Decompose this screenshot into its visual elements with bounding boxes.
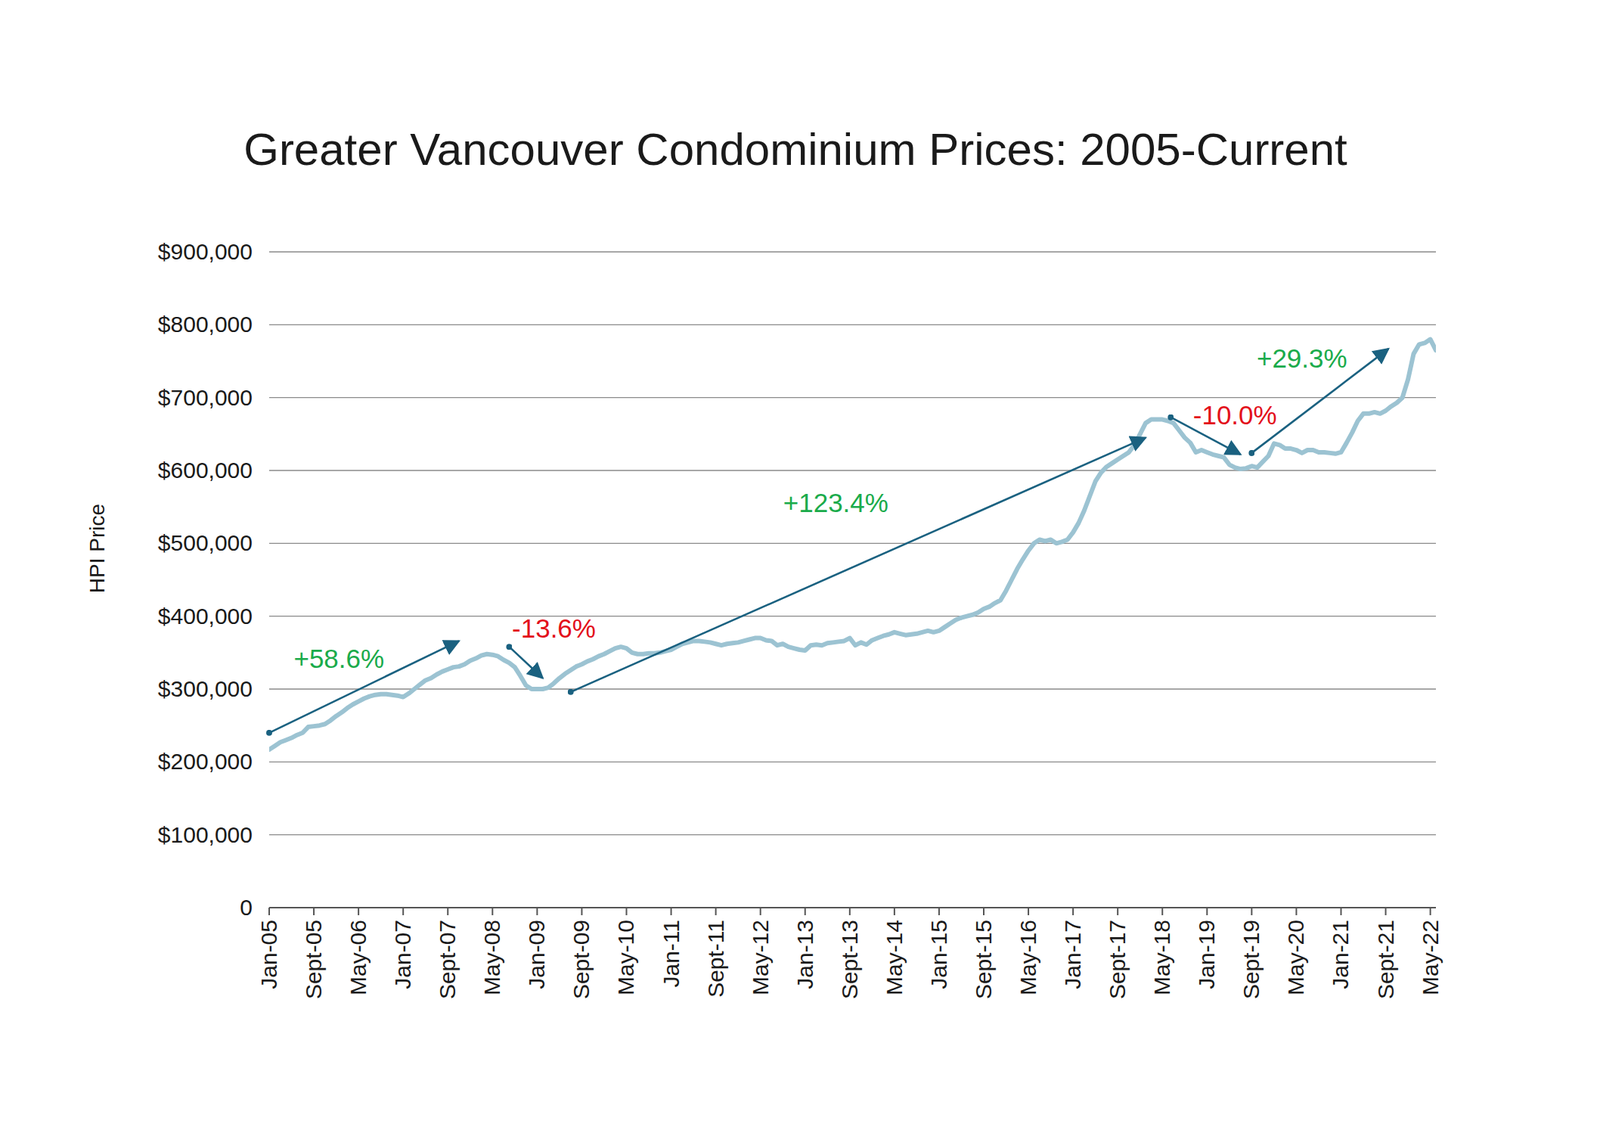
x-tick xyxy=(1206,907,1208,915)
y-tick-label: $900,000 xyxy=(158,238,253,264)
x-tick xyxy=(1295,907,1297,915)
x-tick xyxy=(1027,907,1030,915)
x-tick xyxy=(313,907,315,915)
grid-line xyxy=(269,615,1436,617)
plot-area xyxy=(269,339,1436,750)
x-tick xyxy=(715,907,717,915)
x-tick-label: Sept-13 xyxy=(837,919,863,999)
y-tick-label: $500,000 xyxy=(158,530,253,556)
grid-line xyxy=(269,688,1436,689)
x-axis-line xyxy=(269,906,1436,909)
y-tick-label: $100,000 xyxy=(158,821,253,847)
chart: Greater Vancouver Condominium Prices: 20… xyxy=(0,0,1600,1127)
x-tick xyxy=(1072,907,1074,915)
x-tick xyxy=(402,907,404,915)
grid-line xyxy=(269,761,1436,763)
x-tick xyxy=(1385,907,1387,915)
x-tick-label: Sept-21 xyxy=(1373,919,1399,999)
y-tick-label: $200,000 xyxy=(158,748,253,774)
x-tick xyxy=(849,907,851,915)
x-tick-label: Jan-19 xyxy=(1193,919,1219,990)
x-tick-label: Sept-19 xyxy=(1238,919,1264,999)
annotation-arrow xyxy=(508,646,543,678)
annotation-arrow xyxy=(269,640,459,732)
x-tick-label: Sept-09 xyxy=(568,919,594,999)
x-tick-label: Sept-17 xyxy=(1104,919,1130,999)
annotation-label: +29.3% xyxy=(1256,343,1348,373)
x-tick-label: May-22 xyxy=(1417,919,1443,996)
x-tick xyxy=(268,907,270,915)
x-tick-label: Jan-07 xyxy=(390,919,416,990)
grid-line xyxy=(269,834,1436,835)
x-tick-label: Sept-15 xyxy=(970,919,996,999)
grid-line xyxy=(269,396,1436,398)
grid-line xyxy=(269,251,1436,252)
x-tick-label: Jan-21 xyxy=(1327,919,1353,990)
x-tick-label: May-06 xyxy=(345,919,371,996)
y-tick-label: $600,000 xyxy=(158,457,253,483)
x-tick-label: Jan-05 xyxy=(256,919,282,990)
x-tick-label: May-12 xyxy=(747,919,773,996)
price-line xyxy=(269,339,1436,750)
y-tick-label: $300,000 xyxy=(158,675,253,701)
y-tick-label: $700,000 xyxy=(158,384,253,410)
x-tick xyxy=(938,907,940,915)
y-tick-label: $800,000 xyxy=(158,311,253,337)
y-tick-label: 0 xyxy=(239,894,253,920)
x-tick-label: May-16 xyxy=(1015,919,1041,996)
x-tick-label: Jan-11 xyxy=(658,919,684,988)
x-tick xyxy=(1161,907,1163,915)
x-tick xyxy=(893,907,896,915)
x-tick xyxy=(625,907,627,915)
annotation-label: -13.6% xyxy=(511,613,596,643)
x-tick xyxy=(446,907,449,915)
grid-line xyxy=(269,469,1436,471)
grid-line xyxy=(269,542,1436,544)
title: Greater Vancouver Condominium Prices: 20… xyxy=(243,124,1348,175)
x-tick xyxy=(759,907,762,915)
x-tick-label: May-08 xyxy=(479,919,505,996)
grid-line xyxy=(269,324,1436,326)
x-tick-label: May-14 xyxy=(881,919,907,996)
x-tick xyxy=(1250,907,1253,915)
x-tick xyxy=(1116,907,1119,915)
x-tick-label: Jan-13 xyxy=(792,919,818,990)
y-axis-label: HPI Price xyxy=(85,503,109,593)
x-tick-label: Sept-11 xyxy=(703,919,729,998)
annotation-arrow xyxy=(570,437,1146,692)
x-tick-label: May-18 xyxy=(1149,919,1175,996)
x-tick xyxy=(536,907,538,915)
x-tick-label: Jan-17 xyxy=(1060,919,1086,990)
x-tick xyxy=(670,907,673,915)
y-tick-label: $400,000 xyxy=(158,603,253,629)
x-tick-label: Sept-05 xyxy=(300,919,326,999)
x-tick xyxy=(1429,907,1432,915)
x-tick xyxy=(357,907,360,915)
x-tick-label: May-10 xyxy=(613,919,639,996)
annotation-label: -10.0% xyxy=(1193,400,1278,430)
grid-line xyxy=(269,906,1436,909)
x-tick-label: May-20 xyxy=(1283,919,1309,996)
annotation-label: +58.6% xyxy=(293,643,385,673)
x-tick xyxy=(982,907,985,915)
x-tick xyxy=(580,907,583,915)
x-tick xyxy=(804,907,807,915)
x-tick-label: Jan-09 xyxy=(524,919,549,990)
x-tick-label: Sept-07 xyxy=(434,919,460,999)
x-tick xyxy=(1339,907,1342,915)
x-tick-label: Jan-15 xyxy=(926,919,952,990)
annotation-label: +123.4% xyxy=(783,487,889,518)
x-tick xyxy=(491,907,494,915)
